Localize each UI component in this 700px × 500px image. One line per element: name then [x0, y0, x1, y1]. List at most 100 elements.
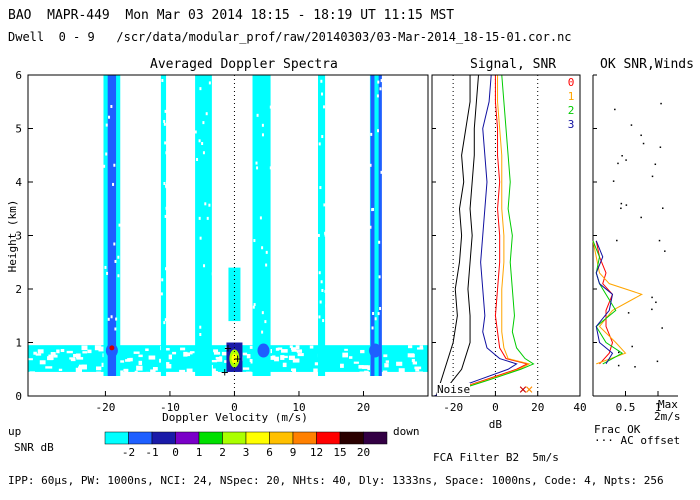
- band-speckle: [94, 345, 102, 351]
- band-speckle: [134, 370, 138, 374]
- spectra-streak-5: [318, 75, 326, 376]
- band-speckle: [418, 371, 423, 374]
- spectra-streak-8: [378, 75, 382, 376]
- max-speed-label: 2m/s: [654, 410, 681, 423]
- band-speckle: [35, 353, 42, 356]
- band-speckle: [118, 360, 125, 363]
- band-speckle: [75, 353, 81, 359]
- central-echo-peak-inner: [231, 353, 238, 364]
- band-speckle: [249, 345, 255, 349]
- colorbar-swatch-11: [363, 431, 388, 445]
- band-speckle: [45, 366, 53, 369]
- wind-dot: [616, 239, 618, 242]
- band-speckle: [407, 345, 413, 349]
- band-speckle: [183, 351, 188, 357]
- streak-speckle: [321, 92, 324, 96]
- streak-speckle: [318, 271, 321, 275]
- band-speckle: [29, 371, 35, 375]
- band-speckle: [224, 360, 228, 363]
- band-speckle: [281, 349, 288, 353]
- band-speckle: [172, 351, 177, 355]
- band-speckle: [76, 357, 84, 360]
- streak-speckle: [165, 180, 168, 184]
- streak-speckle: [199, 325, 202, 329]
- streak-speckle: [261, 330, 264, 334]
- signal-x-label: dB: [489, 418, 503, 431]
- spectra-x-label: Doppler Velocity (m/s): [162, 411, 308, 424]
- band-speckle: [215, 356, 221, 360]
- x-tick-label: 10: [292, 401, 305, 414]
- wind-dot: [612, 180, 615, 182]
- band-speckle: [353, 361, 359, 364]
- band-speckle: [291, 349, 298, 352]
- header-line-1: BAO MAPR-449 Mon Mar 03 2014 18:15 - 18:…: [8, 8, 455, 23]
- spectra-streak-4: [252, 75, 271, 376]
- band-speckle: [66, 350, 73, 354]
- streak-speckle: [163, 321, 166, 325]
- streak-speckle: [376, 94, 379, 98]
- spectra-panel-title: Averaged Doppler Spectra: [150, 57, 338, 72]
- band-speckle: [291, 368, 295, 371]
- y-tick-label: 3: [15, 230, 22, 243]
- spectra-streak-6: [369, 75, 381, 376]
- legend-entry-1: 1: [568, 90, 575, 103]
- colorbar-swatch-1: [128, 431, 153, 445]
- colorbar-swatch-3: [175, 431, 200, 445]
- spectra-streak-1: [107, 75, 117, 376]
- colorbar-label: SNR dB: [14, 441, 54, 454]
- streak-speckle: [256, 166, 259, 170]
- streak-speckle: [106, 271, 109, 275]
- band-speckle: [50, 352, 56, 356]
- streak-speckle: [321, 288, 324, 292]
- band-speckle: [411, 358, 415, 363]
- signal-x-tick-label: -20: [443, 401, 463, 414]
- wind-dot: [634, 366, 636, 368]
- spectra-streak-3: [195, 75, 212, 376]
- wind-dot: [651, 175, 654, 178]
- band-speckle: [419, 345, 423, 350]
- streak-speckle: [164, 318, 167, 322]
- streak-speckle: [208, 203, 211, 207]
- band-speckle: [145, 371, 149, 374]
- band-speckle: [28, 358, 33, 361]
- wind-dot: [651, 308, 653, 311]
- colorbar-swatch-10: [339, 431, 364, 445]
- streak-speckle: [270, 77, 273, 81]
- colorbar-tick-label: 20: [357, 446, 370, 459]
- legend-entry-2: 2: [568, 104, 575, 117]
- streak-speckle: [259, 216, 262, 220]
- wind-dot: [631, 345, 633, 348]
- streak-speckle: [194, 130, 197, 134]
- x-tick-label: 0: [231, 401, 238, 414]
- streak-speckle: [164, 141, 167, 145]
- ok-series-0: [595, 240, 614, 365]
- streak-speckle: [253, 303, 256, 307]
- wind-dot: [625, 204, 628, 206]
- band-speckle: [412, 361, 417, 365]
- band-speckle: [362, 365, 368, 369]
- streak-speckle: [163, 182, 166, 186]
- colorbar-tick-label: 1: [196, 446, 203, 459]
- y-tick-label: 4: [15, 176, 22, 189]
- band-speckle: [138, 354, 143, 358]
- wind-dot: [640, 216, 642, 219]
- band-speckle: [138, 360, 143, 365]
- noise-label: Noise: [437, 383, 471, 396]
- streak-speckle: [378, 275, 381, 279]
- band-speckle: [96, 366, 102, 371]
- band-speckle: [309, 345, 314, 349]
- streak-speckle: [261, 246, 264, 250]
- band-speckle: [210, 359, 218, 363]
- streak-speckle: [319, 186, 322, 190]
- band-speckle: [210, 368, 216, 372]
- legend-entry-3: 3: [568, 118, 575, 131]
- band-speckle: [189, 351, 195, 354]
- band-speckle: [384, 363, 389, 368]
- colorbar-tick-label: 0: [172, 446, 179, 459]
- streak-speckle: [112, 182, 115, 186]
- band-speckle: [152, 367, 158, 371]
- streak-speckle: [203, 264, 206, 268]
- band-speckle: [39, 360, 46, 365]
- streak-speckle: [199, 236, 202, 240]
- spectra-streak-2: [160, 75, 167, 376]
